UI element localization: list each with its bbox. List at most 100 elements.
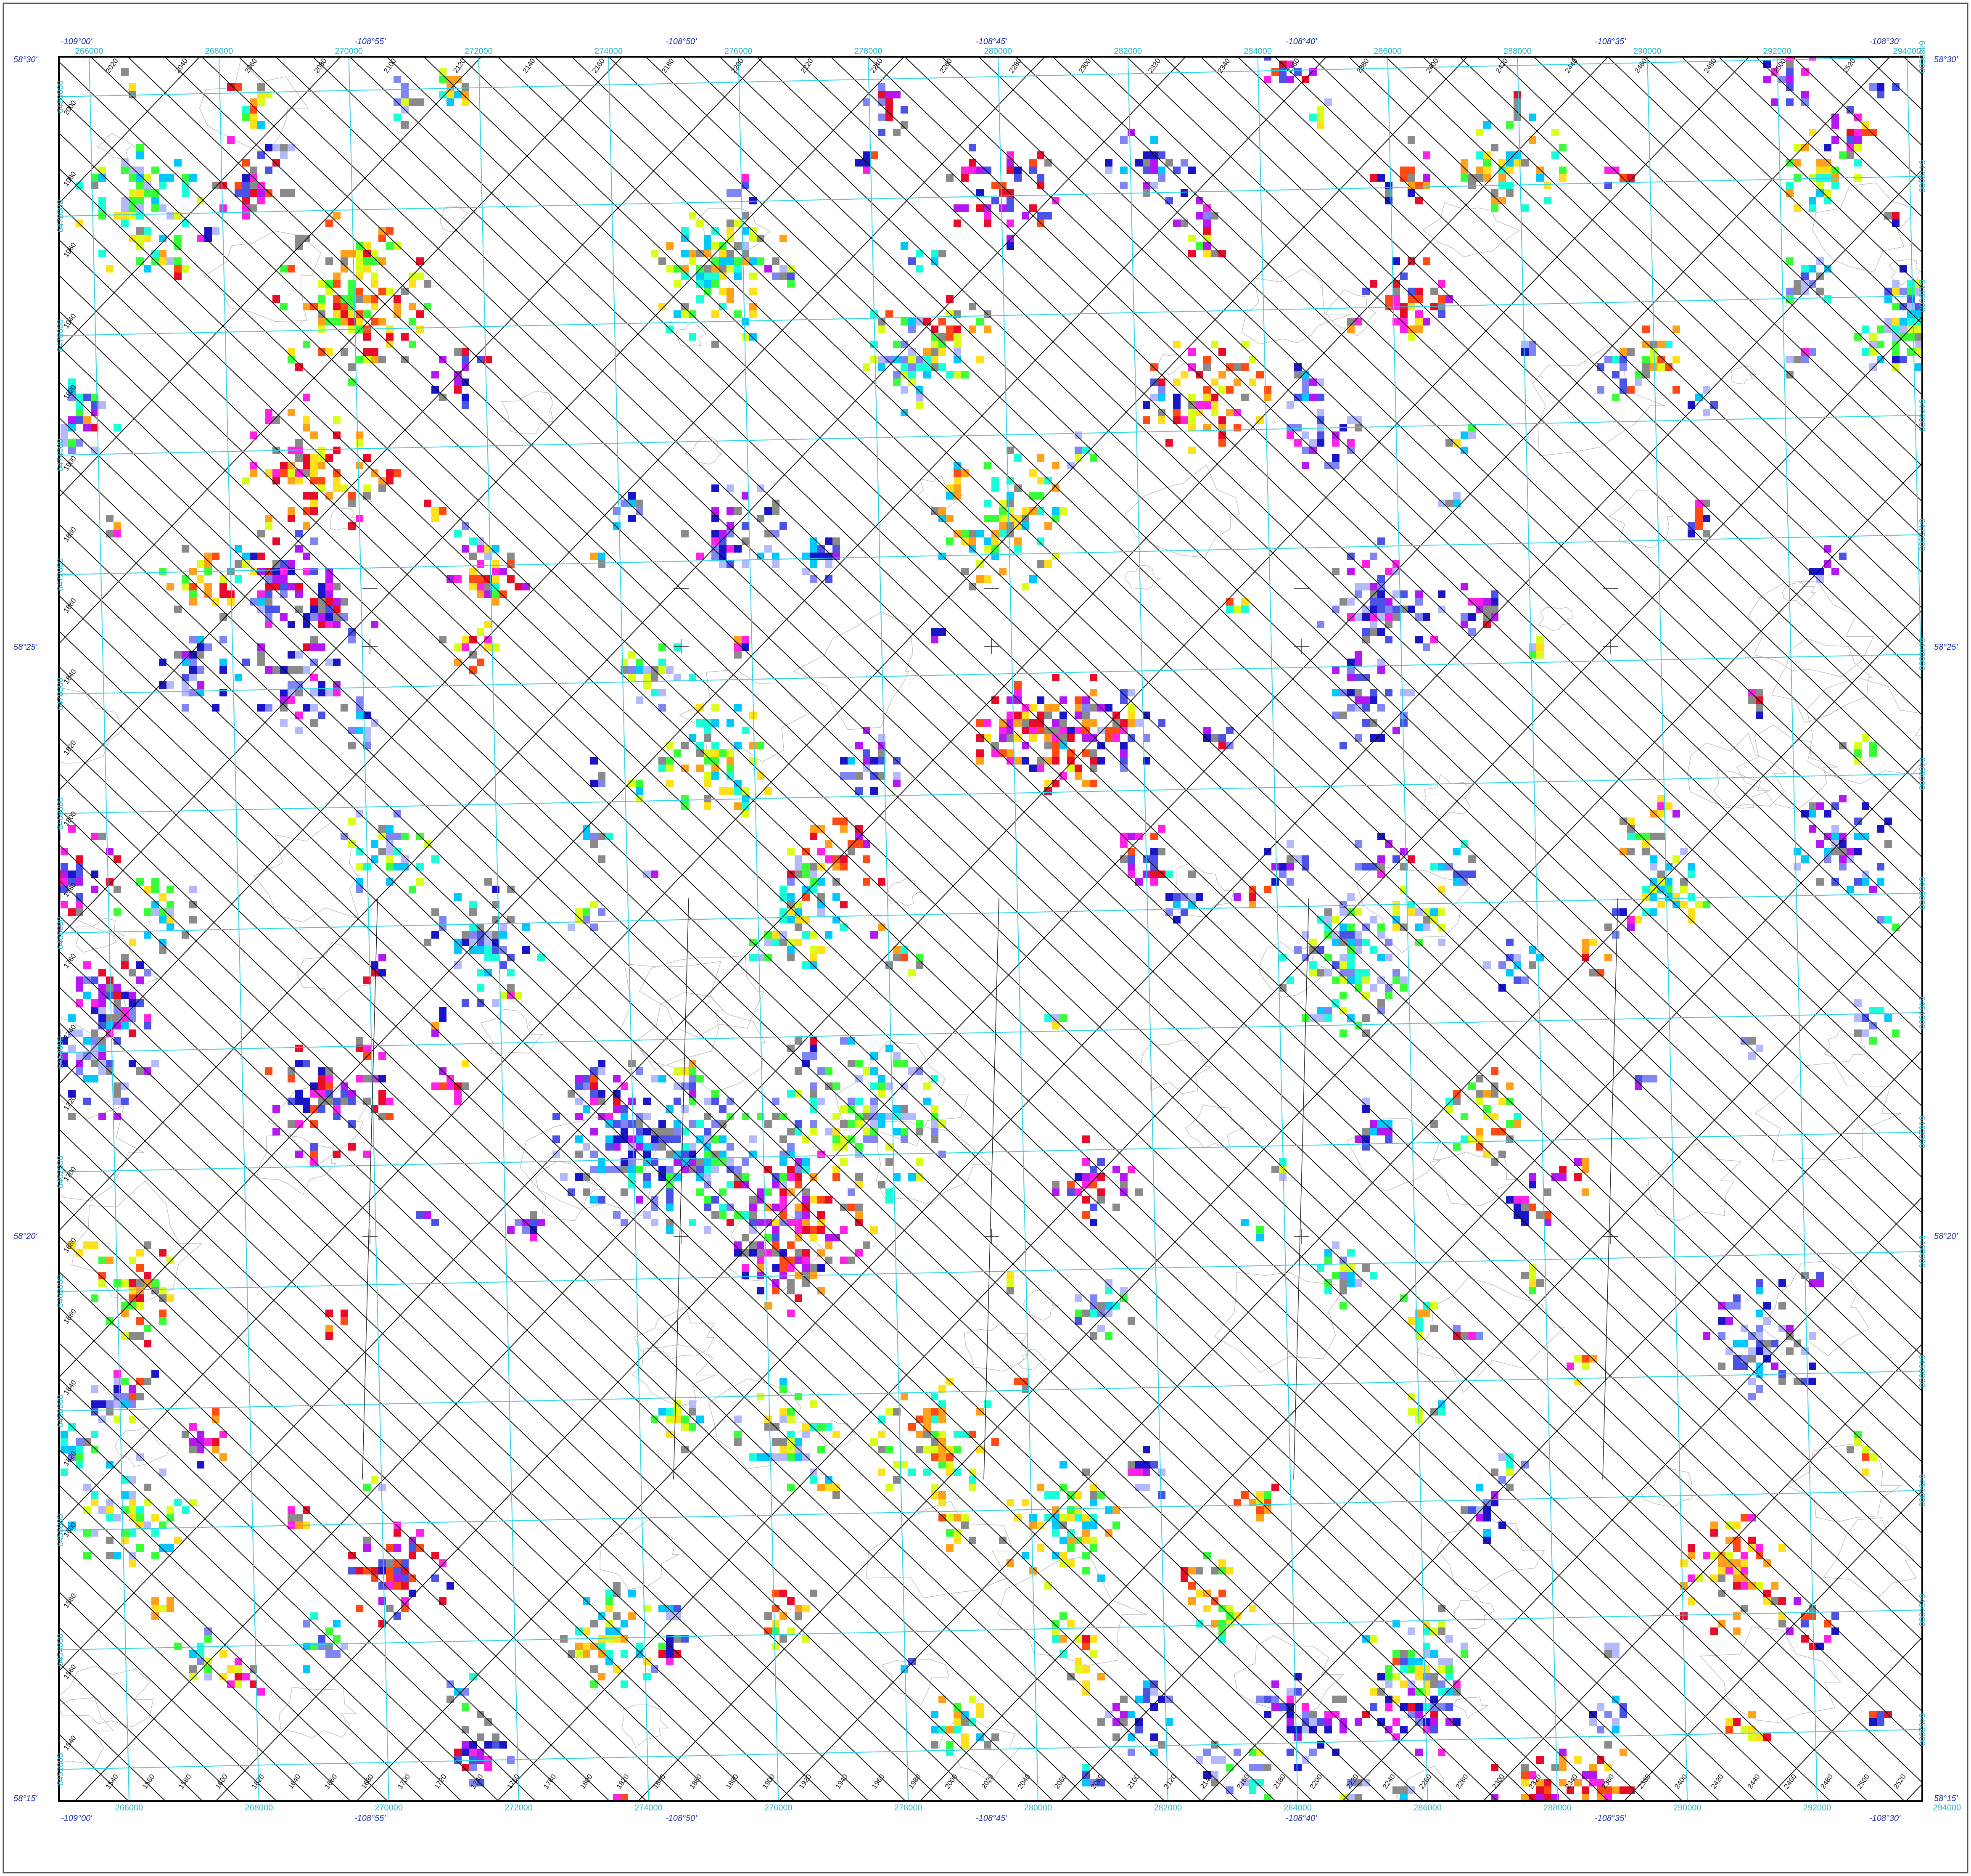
- anomaly-cell: [1824, 167, 1831, 174]
- anomaly-cell: [817, 908, 825, 916]
- anomaly-cell: [68, 1029, 76, 1037]
- anomaly-cell: [378, 484, 386, 492]
- map-body[interactable]: 1540 1560 1580 1600 1620 1640 1660 1680 1700 1720…: [0, 45, 1971, 1862]
- anomaly-cell: [492, 886, 499, 893]
- anomaly-cell: [1491, 598, 1498, 606]
- anomaly-cell: [363, 727, 371, 734]
- anomaly-cell: [1347, 325, 1355, 333]
- anomaly-cell: [1181, 908, 1188, 916]
- anomaly-cell: [91, 1431, 98, 1438]
- anomaly-cell: [1014, 1378, 1022, 1385]
- anomaly-cell: [916, 961, 923, 969]
- anomaly-cell: [1423, 1726, 1430, 1733]
- anomaly-cell: [1355, 659, 1362, 666]
- anomaly-cell: [1097, 1196, 1105, 1204]
- anomaly-cell: [121, 197, 129, 204]
- anomaly-cell: [129, 1385, 136, 1393]
- anomaly-cell: [1763, 76, 1771, 83]
- anomaly-cell: [454, 1688, 462, 1696]
- anomaly-cell: [1370, 946, 1377, 954]
- anomaly-cell: [431, 1552, 439, 1559]
- anomaly-cell: [1408, 1650, 1415, 1658]
- anomaly-cell: [825, 560, 832, 568]
- anomaly-cell: [832, 916, 840, 923]
- anomaly-cell: [885, 114, 893, 121]
- anomaly-cell: [1937, 341, 1945, 348]
- anomaly-cell: [144, 1067, 151, 1075]
- anomaly-cell: [802, 871, 810, 878]
- anomaly-cell: [999, 204, 1007, 212]
- contour-line: [1124, 564, 1162, 590]
- anomaly-cell: [727, 765, 734, 772]
- anomaly-cell: [590, 757, 598, 765]
- anomaly-cell: [197, 689, 204, 696]
- anomaly-cell: [590, 1075, 598, 1082]
- anomaly-cell: [1332, 1696, 1340, 1703]
- anomaly-cell: [280, 151, 288, 159]
- anomaly-cell: [83, 1037, 91, 1045]
- anomaly-cell: [1400, 1658, 1408, 1665]
- anomaly-cell: [1059, 1635, 1067, 1643]
- anomaly-cell: [1362, 1014, 1370, 1022]
- anomaly-cell: [1150, 378, 1158, 386]
- anomaly-cell: [1415, 325, 1423, 333]
- anomaly-cell: [1400, 310, 1408, 318]
- anomaly-cell: [189, 174, 197, 182]
- anomaly-cell: [779, 886, 787, 893]
- anomaly-cell: [310, 1612, 318, 1620]
- anomaly-cell: [1302, 76, 1309, 83]
- anomaly-cell: [98, 401, 106, 409]
- anomaly-cell: [1347, 553, 1355, 560]
- anomaly-cell: [598, 1113, 605, 1120]
- anomaly-cell: [469, 1749, 477, 1756]
- anomaly-cell: [583, 1627, 590, 1635]
- anomaly-cell: [76, 394, 83, 401]
- anomaly-cell: [1362, 583, 1370, 590]
- anomaly-cell: [1370, 1128, 1377, 1135]
- anomaly-cell: [1408, 908, 1415, 916]
- anomaly-cell: [908, 363, 916, 371]
- anomaly-cell: [1309, 1014, 1317, 1022]
- anomaly-cell: [272, 1128, 280, 1135]
- anomaly-cell: [1733, 1582, 1741, 1590]
- anomaly-cell: [1007, 197, 1014, 204]
- anomaly-cell: [98, 204, 106, 212]
- anomaly-cell: [68, 1014, 76, 1022]
- anomaly-cell: [749, 1249, 757, 1257]
- anomaly-cell: [469, 946, 477, 954]
- anomaly-cell: [1226, 1620, 1234, 1627]
- anomaly-cell: [250, 462, 257, 469]
- anomaly-cell: [431, 1219, 439, 1226]
- anomaly-cell: [1771, 1582, 1778, 1590]
- anomaly-cell: [250, 553, 257, 560]
- anomaly-cell: [1044, 212, 1052, 220]
- anomaly-cell: [76, 1461, 83, 1469]
- anomaly-cell: [454, 530, 462, 537]
- anomaly-cell: [598, 772, 605, 780]
- anomaly-cell: [749, 1211, 757, 1219]
- anomaly-cell: [1052, 780, 1059, 787]
- anomaly-cell: [1173, 401, 1181, 409]
- anomaly-cell: [197, 681, 204, 689]
- contour-line: [296, 942, 381, 1007]
- anomaly-cell: [1862, 348, 1869, 356]
- anomaly-cell: [885, 98, 893, 106]
- anomaly-cell: [1847, 1446, 1854, 1453]
- anomaly-cell: [1347, 931, 1355, 939]
- anomaly-cell: [1423, 257, 1430, 265]
- anomaly-cell: [658, 1143, 666, 1151]
- anomaly-cell: [1438, 1680, 1445, 1688]
- anomaly-cell: [1756, 712, 1763, 719]
- anomaly-cell: [636, 666, 643, 674]
- anomaly-cell: [787, 1597, 795, 1605]
- anomaly-cell: [151, 908, 159, 916]
- anomaly-cell: [45, 1029, 53, 1037]
- anomaly-cell: [568, 1090, 575, 1098]
- anomaly-cell: [1150, 136, 1158, 144]
- anomaly-cell: [219, 575, 227, 583]
- anomaly-cell: [1877, 341, 1884, 348]
- anomaly-cell: [288, 1075, 295, 1082]
- anomaly-cell: [1847, 848, 1854, 855]
- anomaly-cell: [1370, 598, 1377, 606]
- anomaly-cell: [1748, 1733, 1756, 1741]
